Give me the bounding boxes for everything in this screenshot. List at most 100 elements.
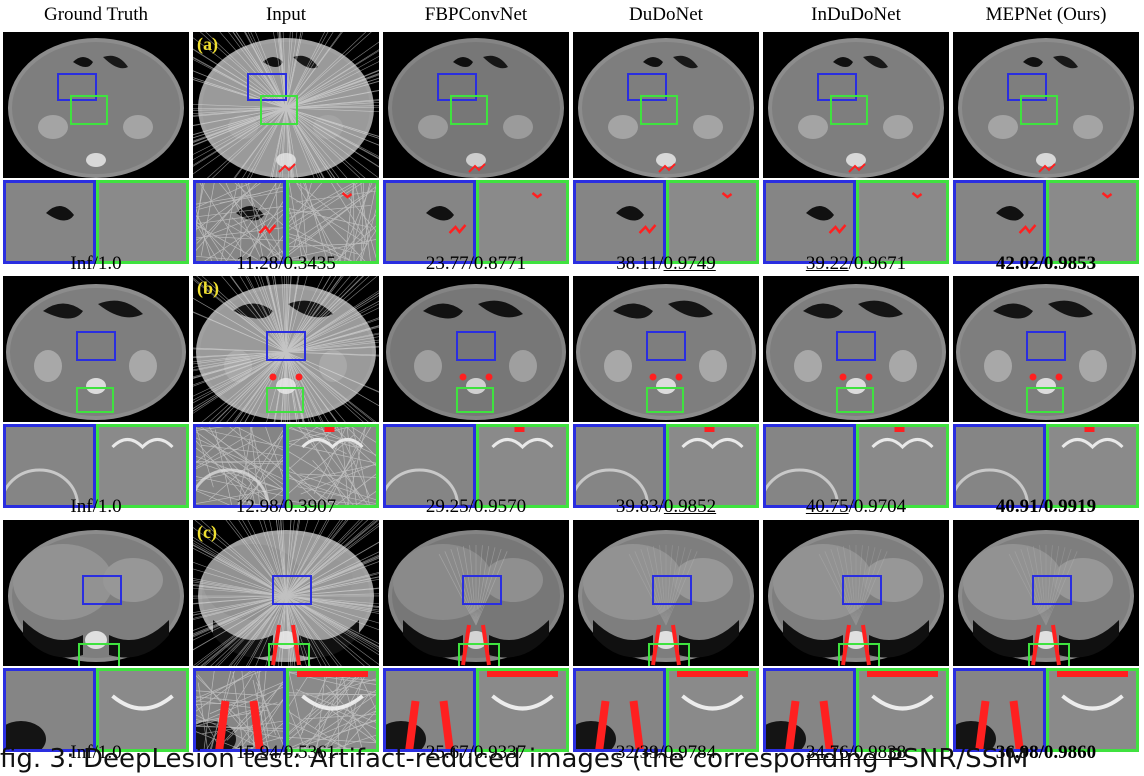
ssim-value: 0.9570 xyxy=(473,496,527,517)
ssim-value: 0.9749 xyxy=(663,253,716,274)
psnr-ssim-metric: 39.22/0.9671 xyxy=(805,253,907,274)
column-header: MEPNet (Ours) xyxy=(985,4,1107,25)
zoom-patch-blue-roi xyxy=(573,668,666,752)
psnr-value: 12.98 xyxy=(235,496,279,517)
column-header: DuDoNet xyxy=(629,4,703,25)
ssim-value: 0.9704 xyxy=(853,496,907,517)
ct-slice-image xyxy=(3,276,189,422)
ct-slice-image xyxy=(573,32,759,178)
zoom-patch-blue-roi xyxy=(573,180,666,264)
ct-slice-image xyxy=(763,32,949,178)
column-header: InDuDoNet xyxy=(811,4,901,25)
ssim-value: 0.9671 xyxy=(853,253,907,274)
zoom-patch-blue-roi xyxy=(763,424,856,508)
psnr-value: 23.77 xyxy=(425,253,469,274)
ct-slice-image xyxy=(573,276,759,422)
psnr-ssim-metric: 29.25/0.9570 xyxy=(425,496,527,517)
ssim-value: 0.9838 xyxy=(853,742,907,763)
ct-slice-image xyxy=(953,276,1139,422)
psnr-value: 39.22 xyxy=(805,253,849,274)
psnr-ssim-metric: 40.75/0.9704 xyxy=(805,496,907,517)
ssim-value: 0.9337 xyxy=(473,742,527,763)
psnr-ssim-metric: 39.83/0.9852 xyxy=(615,496,717,517)
zoom-patch-green-roi xyxy=(666,668,759,752)
zoom-patch-green-roi xyxy=(856,424,949,508)
psnr-ssim-metric: 36.98/0.9860 xyxy=(995,742,1097,763)
row-label: (a) xyxy=(197,34,218,54)
row-label: (b) xyxy=(197,278,219,298)
psnr-value: 11.28 xyxy=(236,253,279,274)
zoom-patch-green-roi xyxy=(1046,668,1139,752)
zoom-patch-green-roi xyxy=(286,668,379,752)
psnr-value: 34.76 xyxy=(805,742,849,763)
zoom-patch-green-roi xyxy=(1046,180,1139,264)
psnr-value: 15.94 xyxy=(235,742,279,763)
ssim-value: 0.8771 xyxy=(473,253,527,274)
psnr-value: Inf xyxy=(70,742,93,763)
ssim-value: 0.3907 xyxy=(283,496,337,517)
zoom-patch-green-roi xyxy=(286,180,379,264)
psnr-value: 40.75 xyxy=(805,496,849,517)
column-header: FBPConvNet xyxy=(424,4,528,25)
column-header: Input xyxy=(265,4,307,25)
ssim-value: 0.9852 xyxy=(663,496,717,517)
psnr-value: 39.83 xyxy=(615,496,659,517)
zoom-patch-blue-roi xyxy=(573,424,666,508)
zoom-patch-green-roi xyxy=(476,180,569,264)
zoom-patch-blue-roi xyxy=(763,180,856,264)
figure-caption: fig. 3: DeepLesion test: Artifact-reduce… xyxy=(0,744,1029,774)
ct-slice-image xyxy=(383,276,569,422)
psnr-value: 29.25 xyxy=(425,496,469,517)
zoom-patch-blue-roi xyxy=(383,180,476,264)
zoom-patch-blue-roi xyxy=(193,668,286,752)
psnr-value: 38.11 xyxy=(616,253,659,274)
psnr-ssim-metric: Inf/1.0 xyxy=(70,496,122,517)
ct-slice-image xyxy=(953,32,1139,178)
psnr-ssim-metric: 38.11/0.9749 xyxy=(616,253,716,274)
psnr-value: Inf xyxy=(70,253,93,274)
psnr-ssim-metric: 23.77/0.8771 xyxy=(425,253,527,274)
ct-slice-image xyxy=(3,520,189,666)
psnr-value: 42.02 xyxy=(995,253,1039,274)
ssim-value: 0.9919 xyxy=(1043,496,1097,517)
psnr-value: Inf xyxy=(70,496,93,517)
ssim-value: 0.5361 xyxy=(283,742,337,763)
row-label: (c) xyxy=(197,522,217,542)
psnr-value: 32.39 xyxy=(615,742,659,763)
psnr-value: 25.67 xyxy=(425,742,469,763)
psnr-ssim-metric: 12.98/0.3907 xyxy=(235,496,337,517)
ct-slice-image xyxy=(193,276,379,422)
zoom-patch-blue-roi xyxy=(193,424,286,508)
ct-slice-image xyxy=(3,32,189,178)
psnr-ssim-metric: 42.02/0.9853 xyxy=(995,253,1097,274)
ssim-value: 0.9860 xyxy=(1043,742,1097,763)
zoom-patch-green-roi xyxy=(476,424,569,508)
column-header: Ground Truth xyxy=(44,4,148,25)
zoom-patch-green-roi xyxy=(666,180,759,264)
zoom-patch-green-roi xyxy=(476,668,569,752)
zoom-patch-green-roi xyxy=(1046,424,1139,508)
zoom-patch-green-roi xyxy=(666,424,759,508)
psnr-ssim-metric: 32.39/0.9784 xyxy=(615,742,717,763)
psnr-ssim-metric: Inf/1.0 xyxy=(70,253,122,274)
psnr-ssim-metric: 40.91/0.9919 xyxy=(995,496,1097,517)
zoom-patch-blue-roi xyxy=(953,424,1046,508)
psnr-ssim-metric: 11.28/0.3435 xyxy=(236,253,336,274)
psnr-value: 40.91 xyxy=(995,496,1039,517)
zoom-patch-green-roi xyxy=(856,180,949,264)
zoom-patch-blue-roi xyxy=(763,668,856,752)
psnr-ssim-metric: Inf/1.0 xyxy=(70,742,122,763)
zoom-patch-green-roi xyxy=(286,424,379,508)
ct-slice-image xyxy=(383,520,569,666)
zoom-patch-green-roi xyxy=(96,668,189,752)
ct-slice-image xyxy=(763,276,949,422)
ct-slice-image xyxy=(573,520,759,666)
zoom-patch-green-roi xyxy=(96,180,189,264)
ssim-value: 1.0 xyxy=(97,742,122,763)
ct-slice-image xyxy=(193,32,379,178)
zoom-patch-blue-roi xyxy=(3,668,96,752)
ssim-value: 1.0 xyxy=(97,253,122,274)
zoom-patch-blue-roi xyxy=(193,180,286,264)
ssim-value: 1.0 xyxy=(97,496,122,517)
zoom-patch-blue-roi xyxy=(953,668,1046,752)
